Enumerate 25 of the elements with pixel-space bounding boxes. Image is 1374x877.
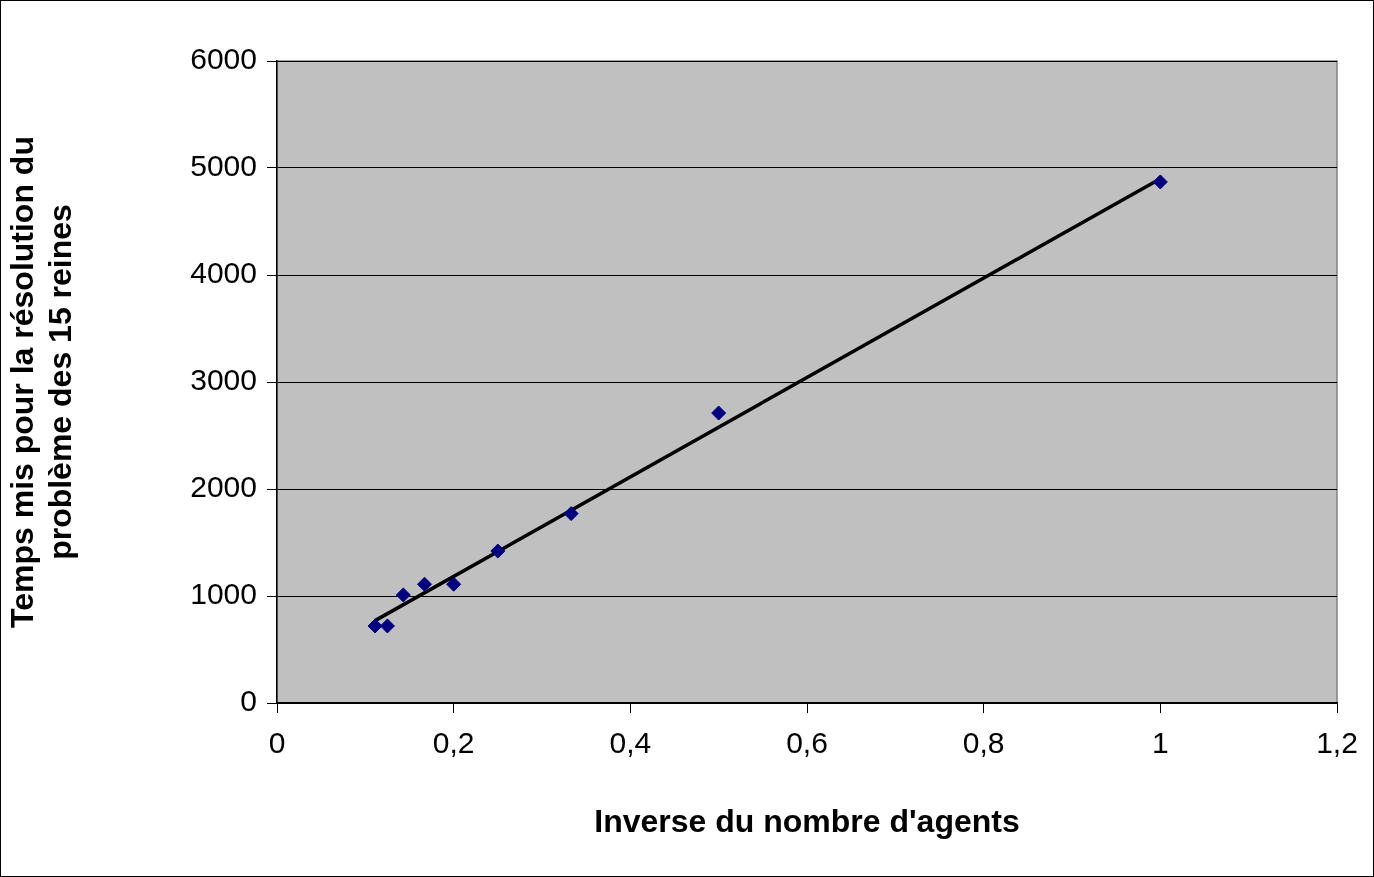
x-axis-title: Inverse du nombre d'agents <box>594 802 1020 839</box>
y-tick-label: 3000 <box>190 363 257 397</box>
point <box>395 587 411 603</box>
point <box>379 618 395 634</box>
y-tick-label: 1000 <box>190 577 257 611</box>
x-tick-label: 0,8 <box>962 726 1005 760</box>
x-tick-label: 0,2 <box>432 726 475 760</box>
y-tick-label: 0 <box>240 684 257 718</box>
x-tick-label: 1,2 <box>1316 726 1358 760</box>
point <box>1152 174 1168 190</box>
point <box>367 618 383 634</box>
y-tick-label: 5000 <box>190 149 257 183</box>
x-tick-label: 0,4 <box>609 726 652 760</box>
y-tick-label: 6000 <box>190 42 257 76</box>
x-tick-label: 1 <box>1151 726 1169 760</box>
point <box>490 543 506 559</box>
x-tick-label: 0,6 <box>786 726 828 760</box>
y-tick-label: 4000 <box>190 256 257 290</box>
y-tick-label: 2000 <box>190 470 257 504</box>
point <box>446 576 462 592</box>
y-axis-title: Temps mis pour la résolution du problème des 15 reines <box>4 136 79 628</box>
x-tick-label: 0 <box>268 726 286 760</box>
point <box>563 506 579 522</box>
point <box>417 576 433 592</box>
point <box>711 405 727 421</box>
